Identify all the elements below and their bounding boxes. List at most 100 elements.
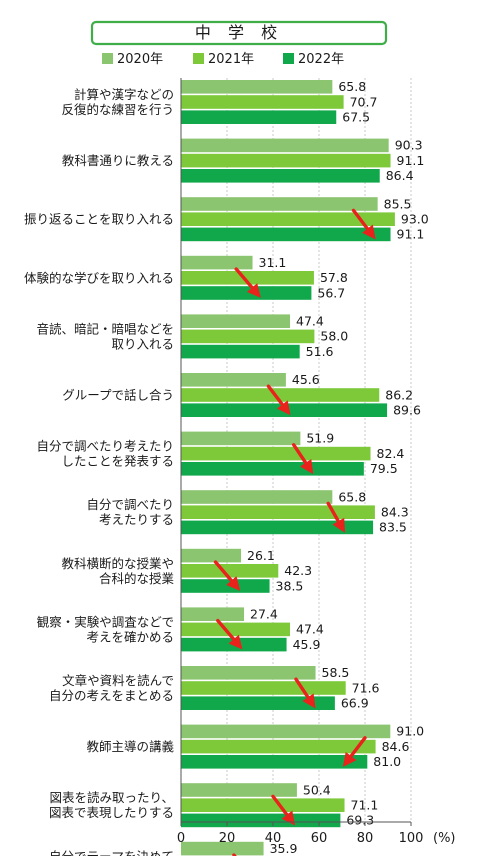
red-arrow-6 [216,618,243,650]
x-tick-label-1: 20 [219,831,236,846]
value-label-7-2: 83.5 [379,520,407,535]
category-label-12-0: 図表を読み取ったり、 [49,790,174,805]
bar-12-0 [181,783,297,797]
red-arrow-7 [294,677,316,709]
legend: 2020年 2021年 2022年 [102,52,344,67]
value-label-3-0: 31.1 [259,255,287,270]
bar-1-0 [181,138,389,153]
red-arrow-0 [351,208,376,240]
value-label-5-2: 89.6 [393,403,421,418]
red-arrow-2 [266,384,291,416]
bar-12-1 [181,798,345,812]
bar-3-2 [181,286,312,300]
value-label-11-0: 91.0 [396,724,424,739]
value-label-7-1: 84.3 [381,505,409,520]
value-label-3-2: 56.7 [317,285,345,300]
category-label-4-1: 取り入れる [111,336,174,351]
bar-4-2 [181,344,300,359]
value-label-1-2: 86.4 [386,168,414,183]
title-box [90,20,388,46]
bar-4-1 [181,329,315,344]
value-label-10-1: 71.6 [352,680,380,695]
x-unit-label: (%) [433,831,456,846]
category-label-6-1: したことを発表する [61,454,174,469]
red-arrow-8 [342,736,367,767]
arrow-annotations [213,208,376,856]
value-label-5-1: 86.2 [385,387,413,402]
bar-2-0 [181,197,378,211]
red-arrow-5 [213,560,241,591]
category-label-4-0: 音読、暗記・暗唱などを [36,321,174,336]
value-label-12-0: 50.4 [303,782,331,797]
category-label-5-0: グループで話し合う [62,388,174,403]
value-label-2-1: 93.0 [401,212,429,227]
value-label-6-1: 82.4 [377,446,405,461]
category-label-3-0: 体験的な学びを取り入れる [24,270,174,285]
legend-swatch-1 [193,53,204,64]
category-label-0-0: 計算や漢字などの [74,87,174,102]
bar-9-0 [181,607,245,621]
bars [181,80,395,856]
x-tick-label-0: 0 [177,831,185,846]
value-label-9-2: 45.9 [293,637,321,652]
value-label-13-0: 35.9 [270,841,298,856]
bar-7-2 [181,520,374,535]
category-label-1-0: 教科書通りに教える [62,153,174,168]
value-label-8-2: 38.5 [276,578,304,593]
x-axis: 0 20 40 60 80 100 (%) [177,78,456,846]
value-label-9-1: 47.4 [296,622,324,637]
bar-10-1 [181,681,346,695]
bar-9-1 [181,622,291,637]
red-arrow-4 [326,501,346,533]
bar-11-2 [181,755,368,769]
bar-7-1 [181,505,375,519]
category-label-7-0: 自分で調べたり [86,497,174,512]
value-label-0-2: 67.5 [342,110,370,125]
bar-0-1 [181,95,344,109]
category-label-6-0: 自分で調べたり考えたり [36,439,174,454]
red-arrow-1 [234,267,261,298]
value-label-11-2: 81.0 [373,754,401,769]
category-label-13-0: 自分でテーマを決めて [49,849,174,856]
bar-0-0 [181,80,333,94]
legend-label-2: 2022年 [298,52,344,67]
bar-1-1 [181,153,391,168]
bar-3-0 [181,255,253,270]
bar-4-0 [181,314,291,328]
bar-13-0 [181,841,264,856]
legend-swatch-2 [283,53,294,64]
value-label-6-0: 51.9 [306,431,334,446]
chart-title: 中 学 校 [195,23,283,42]
category-label-12-1: 図表で表現したりする [49,805,174,820]
bar-2-1 [181,212,395,226]
bar-6-0 [181,431,301,446]
category-label-0-1: 反復的な練習を行う [61,102,174,117]
legend-label-0: 2020年 [117,52,163,67]
category-label-7-1: 考えたりする [99,512,174,527]
bar-8-0 [181,548,242,563]
value-label-3-1: 57.8 [320,270,348,285]
value-label-7-0: 65.8 [338,489,366,504]
value-label-6-2: 79.5 [370,461,398,476]
value-label-2-2: 91.1 [397,227,425,242]
legend-swatch-0 [102,53,113,64]
value-label-12-2: 69.3 [346,813,374,828]
value-label-11-1: 84.6 [382,739,410,754]
bar-10-0 [181,666,316,680]
value-label-12-1: 71.1 [351,798,379,813]
bar-8-2 [181,579,270,593]
bar-12-2 [181,813,341,828]
value-label-4-2: 51.6 [306,344,334,359]
x-tick-label-5: 100 [399,831,424,846]
value-label-4-1: 58.0 [320,329,348,344]
category-label-10-0: 文章や資料を読んで [62,673,174,688]
value-label-10-2: 66.9 [341,696,369,711]
value-label-8-1: 42.3 [284,563,312,578]
legend-label-1: 2021年 [208,52,254,67]
value-label-1-1: 91.1 [397,153,425,168]
red-arrow-9 [271,794,296,826]
category-label-9-1: 考えを確かめる [86,629,174,644]
bar-11-0 [181,724,391,739]
red-arrow-3 [292,443,314,475]
